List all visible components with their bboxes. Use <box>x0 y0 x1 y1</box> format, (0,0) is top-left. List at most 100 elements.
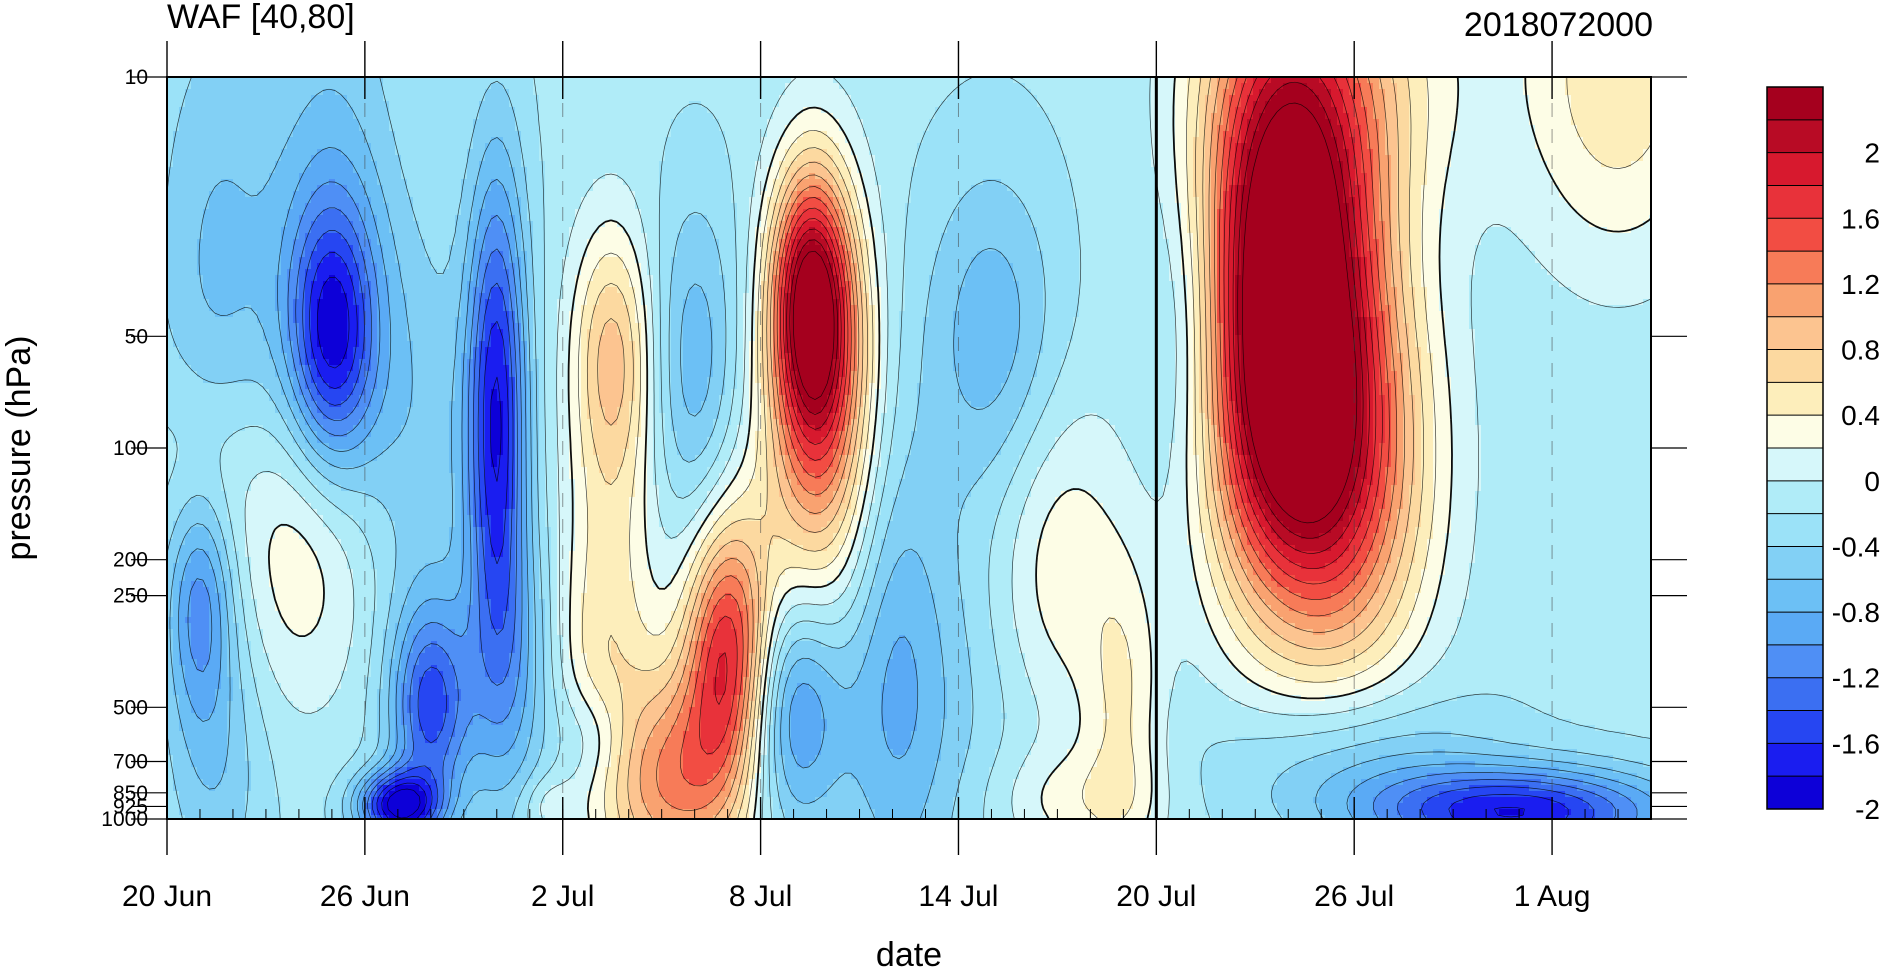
heatmap-cell <box>1403 173 1410 180</box>
heatmap-cell <box>197 185 204 192</box>
heatmap-cell <box>1547 185 1554 192</box>
heatmap-cell <box>1199 155 1206 162</box>
heatmap-cell <box>419 125 426 132</box>
heatmap-cell <box>1649 179 1656 186</box>
heatmap-cell <box>683 101 690 108</box>
heatmap-cell <box>1397 179 1404 186</box>
heatmap-cell <box>1085 89 1092 96</box>
heatmap-cell <box>1637 119 1644 126</box>
heatmap-cell <box>1625 119 1632 126</box>
heatmap-cell <box>1469 167 1476 174</box>
heatmap-cell <box>809 155 816 162</box>
heatmap-cell <box>1643 95 1650 102</box>
heatmap-cell <box>1211 167 1218 174</box>
heatmap-cell <box>173 107 180 114</box>
heatmap-cell <box>431 125 438 132</box>
heatmap-cell <box>887 131 894 138</box>
heatmap-cell <box>203 89 210 96</box>
heatmap-cell <box>1157 137 1164 144</box>
heatmap-cell <box>1313 125 1320 132</box>
heatmap-cell <box>1565 113 1572 120</box>
heatmap-cell <box>803 95 810 102</box>
heatmap-cell <box>437 143 444 150</box>
heatmap-cell <box>809 113 816 120</box>
heatmap-cell <box>1325 143 1332 150</box>
heatmap-cell <box>1295 155 1302 162</box>
heatmap-cell <box>647 107 654 114</box>
heatmap-cell <box>425 89 432 96</box>
heatmap-cell <box>707 95 714 102</box>
heatmap-cell <box>707 167 714 174</box>
heatmap-cell <box>587 101 594 108</box>
heatmap-cell <box>281 143 288 150</box>
heatmap-cell <box>1583 83 1590 90</box>
heatmap-cell <box>1301 167 1308 174</box>
heatmap-cell <box>185 119 192 126</box>
heatmap-cell <box>623 125 630 132</box>
heatmap-cell <box>1445 125 1452 132</box>
heatmap-cell <box>293 179 300 186</box>
heatmap-cell <box>905 161 912 168</box>
heatmap-cell <box>1031 119 1038 126</box>
heatmap-cell <box>683 191 690 198</box>
heatmap-cell <box>1127 143 1134 150</box>
heatmap-cell <box>335 101 342 108</box>
heatmap-cell <box>893 119 900 126</box>
heatmap-cell <box>281 167 288 174</box>
heatmap-cell <box>1205 119 1212 126</box>
heatmap-cell <box>1637 83 1644 90</box>
heatmap-cell <box>1007 167 1014 174</box>
heatmap-cell <box>1463 149 1470 156</box>
heatmap-cell <box>1001 143 1008 150</box>
heatmap-cell <box>1085 113 1092 120</box>
heatmap-cell <box>317 173 324 180</box>
heatmap-cell <box>1397 113 1404 120</box>
heatmap-cell <box>725 191 732 198</box>
heatmap-cell <box>1217 179 1224 186</box>
heatmap-cell <box>887 107 894 114</box>
heatmap-cell <box>887 173 894 180</box>
heatmap-cell <box>833 107 840 114</box>
heatmap-cell <box>671 101 678 108</box>
heatmap-cell <box>1133 161 1140 168</box>
heatmap-cell <box>1643 149 1650 156</box>
heatmap-cell <box>713 143 720 150</box>
heatmap-cell <box>1271 179 1278 186</box>
heatmap-cell <box>377 107 384 114</box>
heatmap-cell <box>977 191 984 198</box>
heatmap-cell <box>845 125 852 132</box>
heatmap-cell <box>725 131 732 138</box>
heatmap-cell <box>875 107 882 114</box>
heatmap-cell <box>419 179 426 186</box>
heatmap-cell <box>1535 83 1542 90</box>
heatmap-cell <box>383 143 390 150</box>
heatmap-cell <box>1637 143 1644 150</box>
heatmap-cell <box>347 137 354 144</box>
heatmap-cell <box>509 83 516 90</box>
heatmap-cell <box>1169 185 1176 192</box>
heatmap-cell <box>1199 107 1206 114</box>
heatmap-cell <box>887 89 894 96</box>
heatmap-cell <box>539 107 546 114</box>
heatmap-cell <box>1079 107 1086 114</box>
heatmap-cell <box>731 95 738 102</box>
heatmap-cell <box>935 185 942 192</box>
heatmap-cell <box>1163 137 1170 144</box>
heatmap-cell <box>941 119 948 126</box>
heatmap-cell <box>1037 83 1044 90</box>
heatmap-cell <box>941 143 948 150</box>
heatmap-cell <box>1307 83 1314 90</box>
heatmap-cell <box>1487 95 1494 102</box>
heatmap-cell <box>437 89 444 96</box>
heatmap-cell <box>947 101 954 108</box>
heatmap-cell <box>323 185 330 192</box>
heatmap-cell <box>911 113 918 120</box>
heatmap-cell <box>965 95 972 102</box>
heatmap-cell <box>827 83 834 90</box>
heatmap-cell <box>197 83 204 90</box>
heatmap-cell <box>971 101 978 108</box>
heatmap-cell <box>599 185 606 192</box>
heatmap-cell <box>1241 173 1248 180</box>
heatmap-cell <box>269 107 276 114</box>
heatmap-cell <box>233 131 240 138</box>
